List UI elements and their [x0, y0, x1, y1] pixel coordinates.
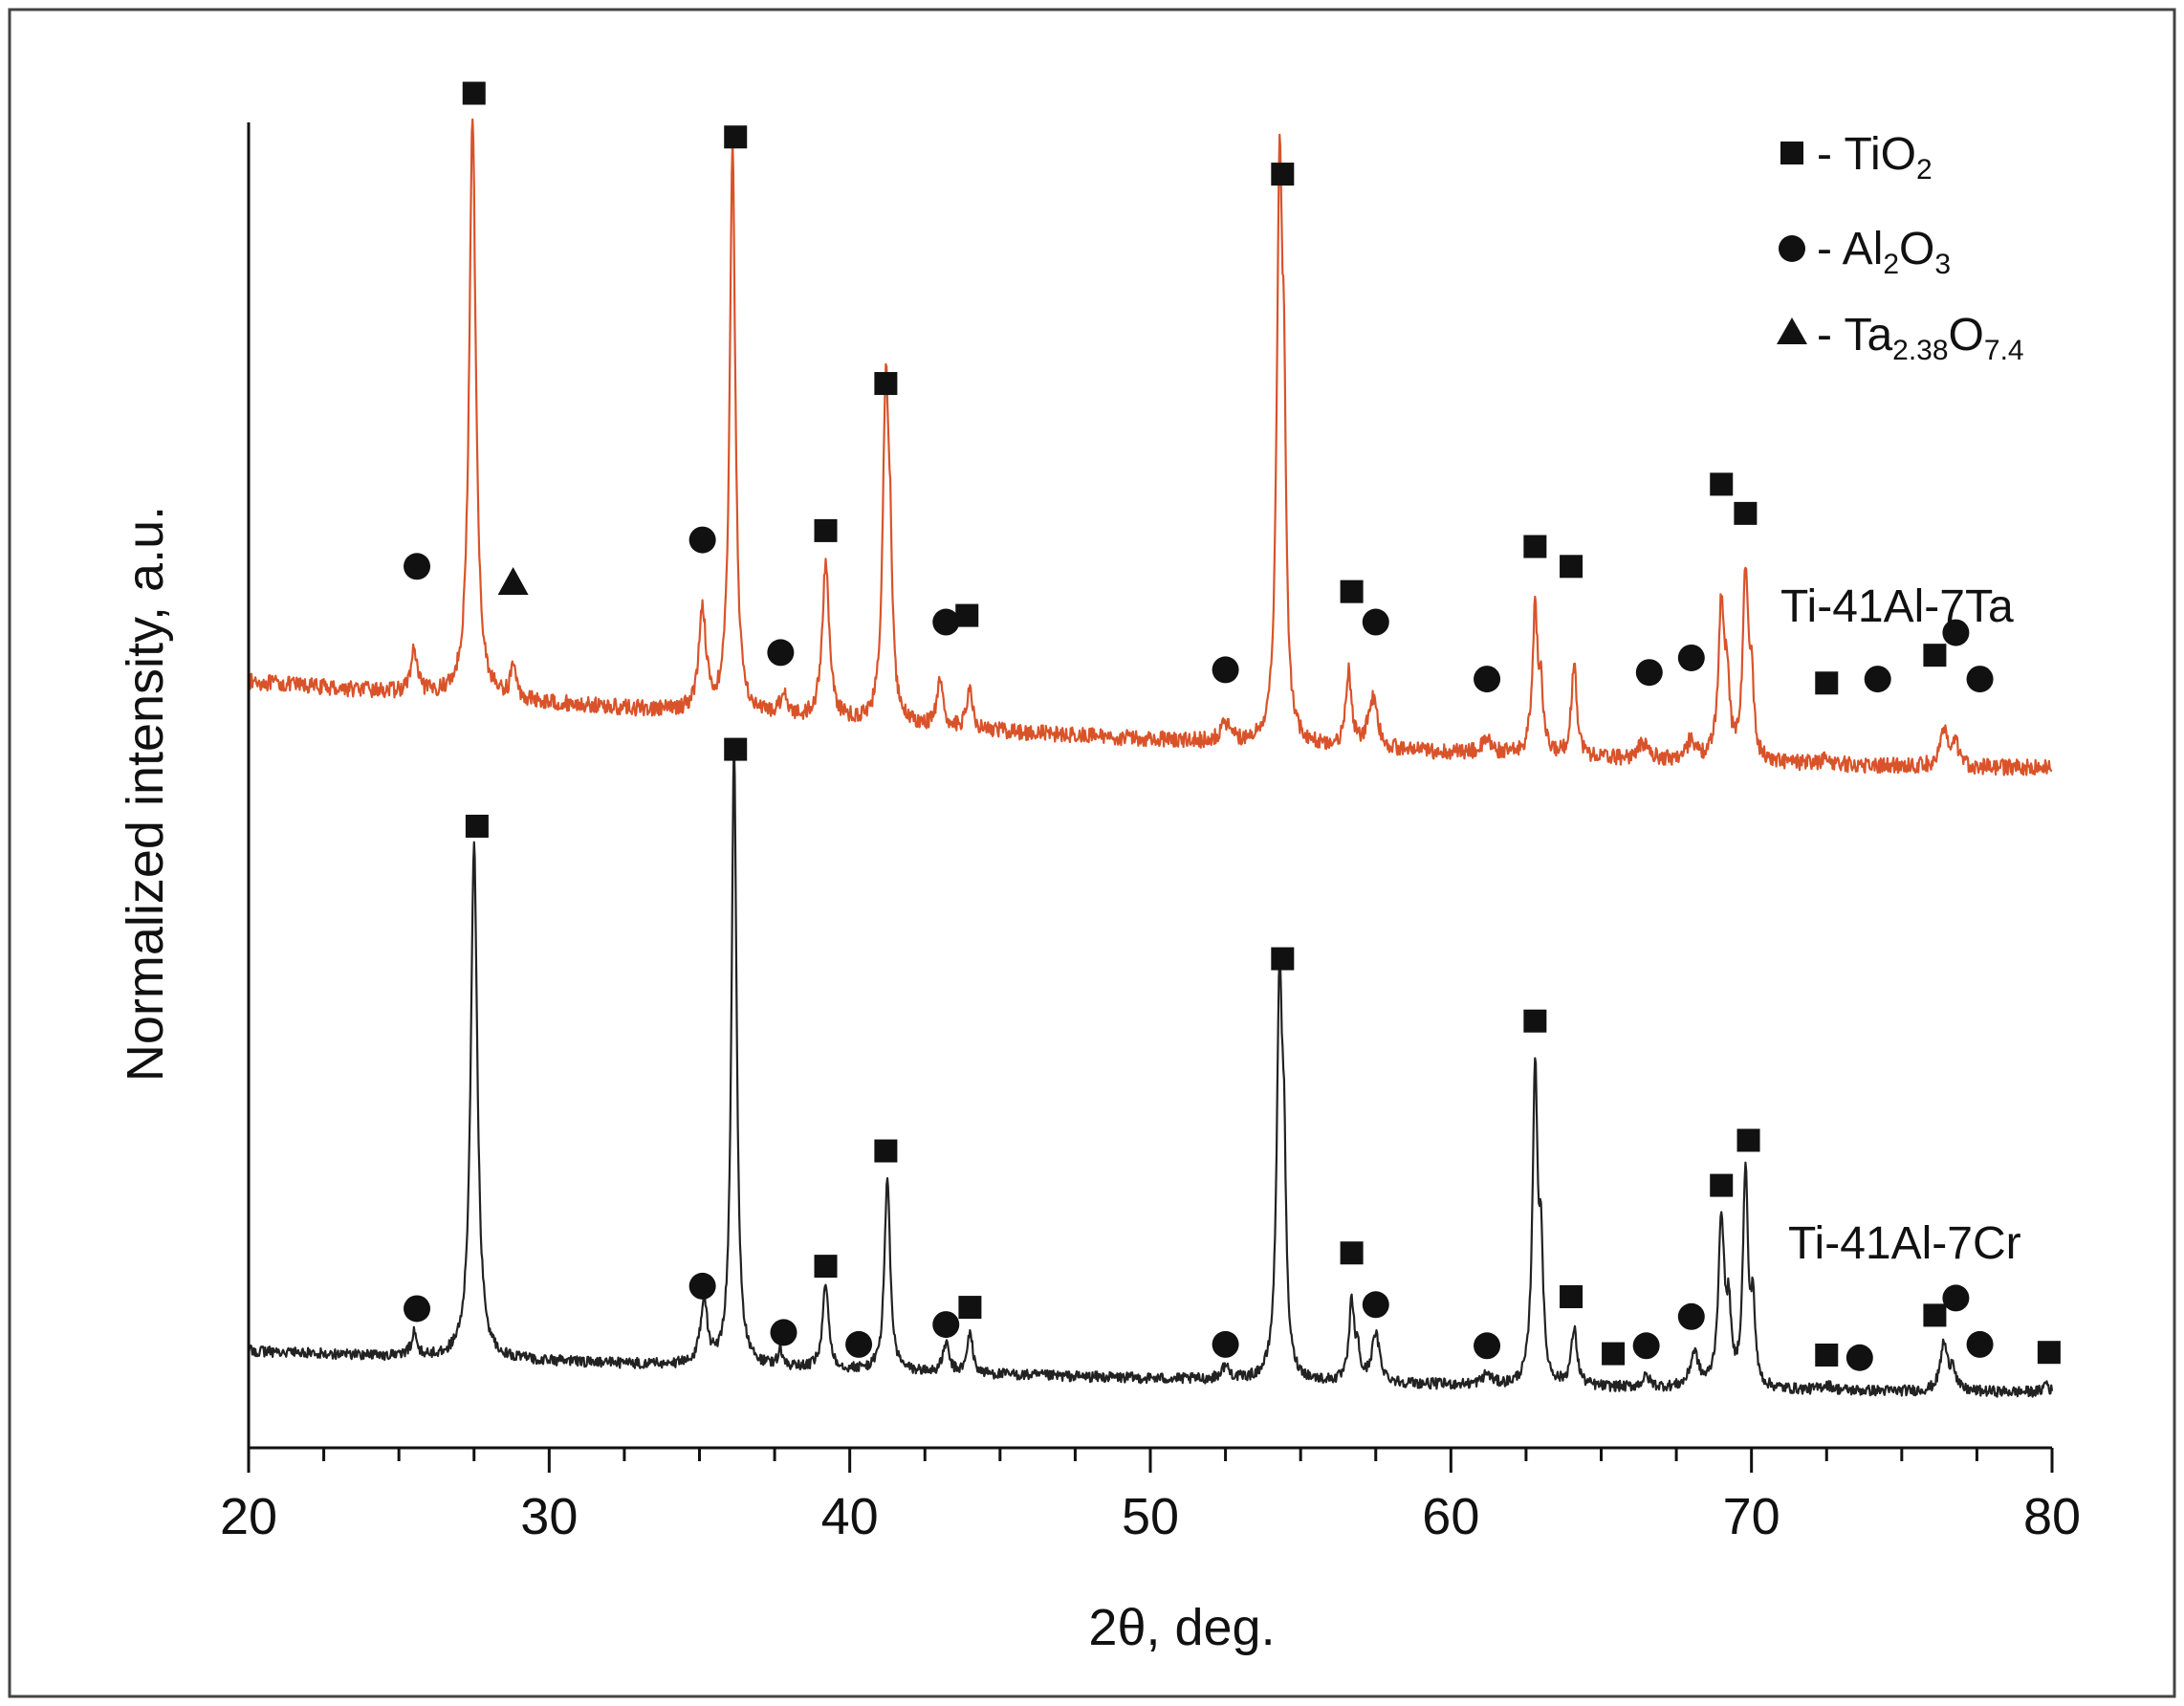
tio2-square-marker: [724, 125, 748, 149]
al2o3-circle-marker: [1635, 659, 1663, 687]
legend-circle-icon: [1779, 235, 1805, 262]
marker-layer: [404, 81, 2061, 1371]
al2o3-circle-marker: [1362, 1291, 1389, 1319]
tio2-square-marker: [814, 1255, 838, 1279]
al2o3-circle-marker: [1942, 619, 1970, 646]
x-tick-label: 60: [1422, 1488, 1479, 1545]
tio2-square-marker: [955, 603, 979, 627]
al2o3-circle-marker: [767, 639, 795, 667]
legend-tio2-sub: 2: [1916, 154, 1933, 186]
al2o3-circle-marker: [1677, 644, 1705, 671]
tio2-square-marker: [874, 1139, 898, 1163]
tio2-square-marker: [874, 372, 898, 396]
al2o3-circle-marker: [1966, 1330, 1994, 1358]
legend-al2o3-sub1: 2: [1883, 249, 1899, 280]
x-tick-label: 50: [1122, 1488, 1179, 1545]
axes-layer: 20 30 40 50 60 70 80: [220, 122, 2081, 1545]
series-line-ti-41al-7ta: [248, 118, 2053, 776]
legend-al2o3-mid: O: [1899, 224, 1934, 274]
legend-square-icon: [1780, 142, 1803, 164]
legend-entry-ta2o7: - Ta2.38O7.4: [1817, 310, 2024, 366]
al2o3-circle-marker: [1474, 1332, 1501, 1360]
tio2-square-marker: [1923, 1303, 1947, 1327]
legend-triangle-icon: [1777, 317, 1807, 344]
al2o3-circle-marker: [1677, 1302, 1705, 1330]
al2o3-circle-marker: [404, 1295, 431, 1323]
series-layer: [247, 118, 2054, 1398]
legend: - TiO2 - Al2O3 - Ta2.38O7.4: [1777, 129, 2024, 366]
tio2-square-marker: [1340, 580, 1364, 603]
al2o3-circle-marker: [404, 553, 431, 580]
tio2-square-marker: [1602, 1342, 1626, 1366]
x-tick-label: 70: [1723, 1488, 1780, 1545]
tio2-square-marker: [1815, 671, 1839, 695]
al2o3-circle-marker: [1966, 666, 1994, 693]
ta-oxide-triangle-marker: [497, 566, 529, 595]
tio2-square-marker: [1523, 535, 1547, 558]
x-tick-label: 20: [220, 1488, 277, 1545]
tio2-square-marker: [1560, 1284, 1583, 1308]
legend-al2o3-text: - Al: [1817, 224, 1883, 274]
legend-al2o3-sub2: 3: [1934, 249, 1951, 280]
tio2-square-marker: [724, 737, 748, 761]
al2o3-circle-marker: [1212, 1330, 1239, 1358]
tio2-square-marker: [465, 814, 489, 838]
legend-ta-mid: O: [1949, 310, 1984, 361]
tio2-square-marker: [814, 518, 838, 542]
legend-tio2-text: - TiO: [1817, 129, 1916, 180]
tio2-square-marker: [1923, 644, 1947, 667]
x-tick-label: 80: [2023, 1488, 2081, 1545]
x-axis-title: 2θ, deg.: [1088, 1599, 1275, 1656]
al2o3-circle-marker: [845, 1330, 873, 1358]
y-axis-title: Normalized intensity, a.u.: [117, 506, 174, 1082]
tio2-square-marker: [462, 81, 486, 105]
al2o3-circle-marker: [1632, 1332, 1660, 1360]
tio2-square-marker: [958, 1296, 982, 1320]
al2o3-circle-marker: [1362, 608, 1389, 636]
tio2-square-marker: [1734, 501, 1758, 525]
tio2-square-marker: [1271, 163, 1295, 186]
al2o3-circle-marker: [770, 1319, 797, 1346]
al2o3-circle-marker: [1474, 666, 1501, 693]
al2o3-circle-marker: [932, 608, 960, 636]
tio2-square-marker: [2037, 1341, 2061, 1365]
tio2-square-marker: [1710, 1173, 1734, 1197]
series-label-ti-41al-7ta: Ti-41Al-7Ta: [1780, 581, 2014, 632]
legend-ta-text: - Ta: [1817, 310, 1892, 361]
tio2-square-marker: [1736, 1128, 1760, 1152]
legend-entry-al2o3: - Al2O3: [1817, 224, 1951, 280]
al2o3-circle-marker: [1845, 1344, 1873, 1371]
tio2-square-marker: [1815, 1343, 1839, 1367]
al2o3-circle-marker: [688, 526, 716, 554]
chart-frame: [8, 8, 2176, 1698]
legend-ta-sub1: 2.38: [1892, 335, 1948, 366]
x-tick-label: 30: [520, 1488, 578, 1545]
al2o3-circle-marker: [932, 1311, 960, 1339]
al2o3-circle-marker: [688, 1272, 716, 1300]
al2o3-circle-marker: [1864, 666, 1891, 693]
tio2-square-marker: [1710, 472, 1734, 496]
series-line-ti-41al-7cr: [247, 738, 2054, 1398]
legend-entry-tio2: - TiO2: [1817, 129, 1933, 186]
tio2-square-marker: [1340, 1241, 1364, 1265]
legend-ta-sub2: 7.4: [1984, 335, 2024, 366]
al2o3-circle-marker: [1212, 656, 1239, 684]
series-labels: Ti-41Al-7Ta Ti-41Al-7Cr: [1780, 581, 2021, 1269]
tio2-square-marker: [1523, 1009, 1547, 1033]
al2o3-circle-marker: [1942, 1284, 1970, 1312]
tio2-square-marker: [1560, 555, 1583, 579]
tio2-square-marker: [1271, 947, 1295, 971]
x-tick-label: 40: [821, 1488, 879, 1545]
series-label-ti-41al-7cr: Ti-41Al-7Cr: [1788, 1218, 2021, 1269]
